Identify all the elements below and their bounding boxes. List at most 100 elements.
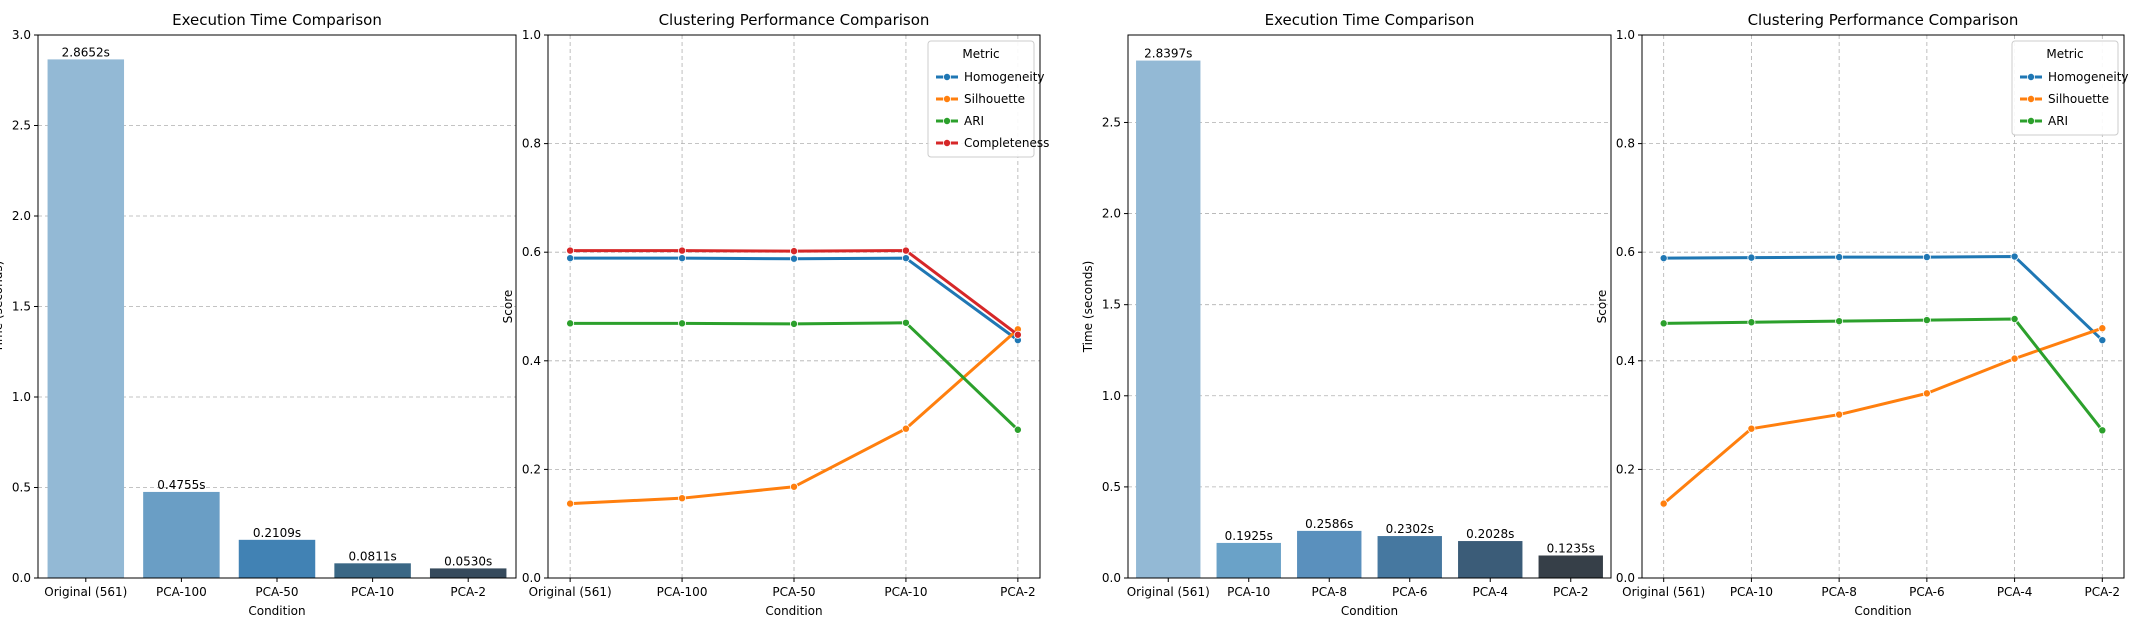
data-point: [1747, 253, 1756, 262]
data-point: [901, 254, 910, 263]
y-axis: 0.0 0.5 1.0 1.5 2.0 2.5 3.0: [12, 28, 38, 585]
data-point: [1747, 424, 1756, 433]
data-point: [901, 318, 910, 327]
legend-item-ari: ARI: [936, 114, 984, 128]
data-point: [566, 254, 575, 263]
y-tick-label: 0.2: [1616, 462, 1635, 476]
y-axis-label: Score: [1595, 290, 1609, 324]
y-tick-label: 1.0: [12, 390, 31, 404]
x-tick-label: PCA-6: [1392, 585, 1428, 599]
bar: [429, 568, 507, 578]
series-homogeneity: [566, 254, 1022, 345]
legend-item-silhouette: Silhouette: [2020, 92, 2109, 106]
data-label: 2.8397s: [1144, 47, 1192, 61]
x-tick-label: Original (561): [1127, 585, 1210, 599]
x-tick-label: PCA-2: [450, 585, 486, 599]
y-tick-label: 0.4: [1616, 354, 1635, 368]
data-point: [901, 424, 910, 433]
x-axis: Original (561) PCA-10 PCA-8 PCA-6 PCA-4 PCA-2: [1622, 578, 2120, 599]
data-point: [1013, 425, 1022, 434]
y-tick-label: 3.0: [12, 28, 31, 42]
data-label: 0.2109s: [253, 526, 301, 540]
legend-item-ari: ARI: [2020, 114, 2068, 128]
x-axis-label: Condition: [248, 604, 305, 618]
y-tick-label: 0.8: [1616, 137, 1635, 151]
data-point: [790, 319, 799, 328]
y-tick-label: 0.0: [12, 571, 31, 585]
bars: 2.8652s 0.4755s 0.2109s 0.0811s 0.0530s: [47, 45, 507, 578]
legend-swatch-marker: [943, 138, 952, 147]
legend-label: Silhouette: [2048, 92, 2109, 106]
legend-item-homogeneity: Homogeneity: [2020, 70, 2129, 84]
bar: [1458, 541, 1523, 578]
series-homogeneity: [1659, 252, 2107, 345]
data-point: [1922, 316, 1931, 325]
data-point: [1835, 253, 1844, 262]
x-tick-label: PCA-6: [1909, 585, 1945, 599]
x-axis-label: Condition: [1341, 604, 1398, 618]
y-axis-label: Time (seconds): [0, 261, 5, 354]
series-ari: [1659, 314, 2107, 435]
data-point: [1013, 330, 1022, 339]
data-point: [678, 494, 687, 503]
chart-title: Execution Time Comparison: [172, 11, 382, 29]
legend-item-homogeneity: Homogeneity: [936, 70, 1045, 84]
y-tick-label: 1.5: [12, 300, 31, 314]
data-label: 0.1925s: [1225, 529, 1273, 543]
data-point: [790, 254, 799, 263]
data-point: [566, 319, 575, 328]
data-label: 0.2586s: [1305, 517, 1353, 531]
data-point: [1922, 253, 1931, 262]
x-tick-label: PCA-10: [1730, 585, 1773, 599]
data-point: [901, 246, 910, 255]
data-point: [678, 246, 687, 255]
y-tick-label: 2.0: [1102, 207, 1121, 221]
x-tick-label: PCA-4: [1472, 585, 1508, 599]
chart-3: 2.8397s 0.1925s 0.2586s 0.2302s 0.2028s 0.123…: [1081, 11, 1612, 618]
x-tick-label: PCA-50: [772, 585, 815, 599]
bar: [1216, 542, 1281, 578]
y-tick-label: 0.4: [522, 354, 541, 368]
y-tick-label: 0.6: [522, 245, 541, 259]
y-tick-label: 1.5: [1102, 298, 1121, 312]
legend-label: Homogeneity: [2048, 70, 2129, 84]
y-axis-label: Score: [501, 290, 515, 324]
y-tick-label: 0.0: [1102, 571, 1121, 585]
legend-swatch-marker: [943, 95, 952, 104]
y-tick-label: 2.5: [1102, 115, 1121, 129]
y-axis: 0.0 0.2 0.4 0.6 0.8 1.0: [522, 28, 548, 585]
data-label: 0.2302s: [1386, 522, 1434, 536]
x-tick-label: Original (561): [44, 585, 127, 599]
legend-swatch-marker: [2027, 95, 2036, 104]
legend-swatch-marker: [943, 73, 952, 82]
axes-frame: [1641, 34, 2125, 579]
bar: [1136, 60, 1201, 578]
data-point: [2098, 426, 2107, 435]
legend-box: [2011, 40, 2119, 136]
data-label: 0.2028s: [1466, 527, 1514, 541]
chart-title: Clustering Performance Comparison: [1748, 11, 2019, 29]
data-point: [1747, 318, 1756, 327]
y-tick-label: 1.0: [1102, 389, 1121, 403]
bar: [238, 539, 316, 578]
y-tick-label: 2.0: [12, 209, 31, 223]
legend-box: [927, 40, 1035, 158]
data-point: [790, 482, 799, 491]
x-tick-label: PCA-10: [351, 585, 394, 599]
series-ari: [566, 318, 1022, 434]
legend-item-silhouette: Silhouette: [936, 92, 1025, 106]
bar: [1297, 530, 1362, 578]
chart-4: 0.0 0.2 0.4 0.6 0.8 1.0 Original (561) PCA-10 PC…: [1595, 11, 2129, 618]
x-tick-label: PCA-10: [1227, 585, 1270, 599]
data-point: [1659, 499, 1668, 508]
legend-item-completeness: Completeness: [936, 136, 1049, 150]
chart-title: Clustering Performance Comparison: [659, 11, 930, 29]
y-axis: 0.0 0.2 0.4 0.6 0.8 1.0: [1616, 28, 1642, 585]
bars: 2.8397s 0.1925s 0.2586s 0.2302s 0.2028s 0.123…: [1136, 47, 1603, 578]
x-tick-label: PCA-4: [1997, 585, 2033, 599]
bar: [1377, 536, 1442, 578]
x-tick-label: PCA-50: [255, 585, 298, 599]
data-point: [2098, 336, 2107, 345]
y-tick-label: 1.0: [1616, 28, 1635, 42]
